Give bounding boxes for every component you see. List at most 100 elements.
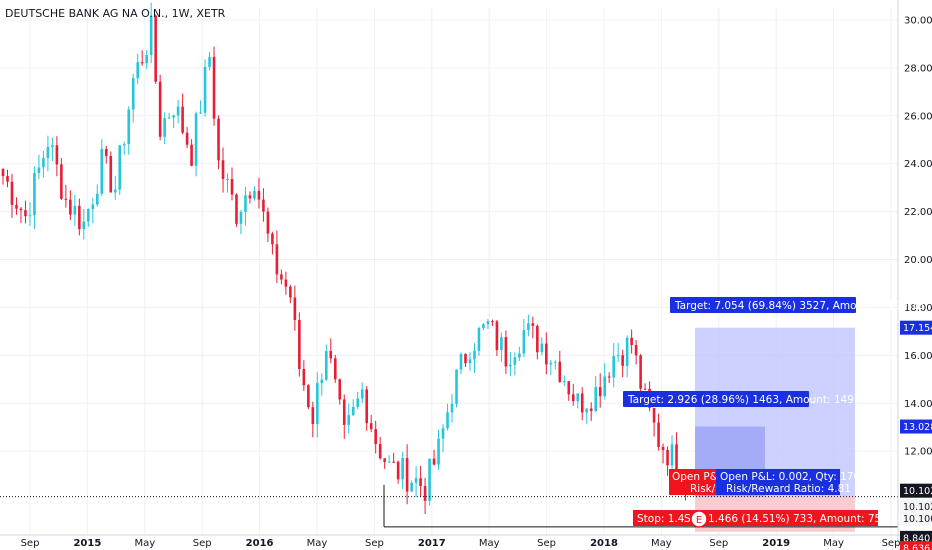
candle-body: [302, 368, 306, 386]
candle-body: [122, 144, 126, 146]
candle-body: [329, 351, 333, 359]
candle-body: [113, 189, 117, 193]
candle-body: [136, 62, 140, 79]
risk-reward-text: Risk/Reward Ratio: 4.81: [726, 483, 851, 495]
x-tick-label: May: [651, 538, 672, 549]
candle-body: [342, 399, 346, 425]
open-pl-box-behind[interactable]: [669, 469, 719, 495]
target-label-small-text: Target: 2.926 (28.96%) 1463, Amount: 149…: [627, 394, 877, 406]
candle-body: [630, 337, 633, 345]
stop-price-badge-text: 8.840: [903, 533, 930, 544]
candle-body: [661, 446, 665, 450]
candle-body: [154, 15, 157, 82]
earnings-marker-icon[interactable]: [690, 510, 708, 528]
candle-body: [199, 112, 202, 114]
candle-body: [37, 167, 41, 174]
candle-body: [378, 443, 382, 459]
candle-body: [10, 181, 14, 205]
bottom-price-badge: [900, 541, 932, 550]
open-pl-behind-text: Open P&L: [672, 471, 724, 483]
candle-body: [145, 54, 148, 64]
candle-body: [284, 279, 288, 287]
chart-title: DEUTSCHE BANK AG NA O.N., 1W, XETR: [5, 7, 226, 20]
candle-body: [450, 403, 454, 413]
candle-body: [118, 145, 122, 190]
candle-body: [248, 195, 252, 199]
candle-body: [82, 221, 86, 230]
candle-body: [491, 321, 494, 323]
y-tick-label: 14.000: [904, 399, 932, 410]
candle-body: [239, 211, 243, 224]
candle-body: [567, 381, 571, 395]
x-tick-label: Sep: [537, 538, 556, 549]
candle-body: [639, 355, 642, 389]
y-tick-label: 18.000: [904, 303, 932, 314]
y-tick-label: 26.000: [904, 111, 932, 122]
candle-body: [1, 168, 5, 177]
risk-behind-text: Risk/R: [690, 483, 723, 495]
candle-body: [347, 415, 351, 425]
candle-body: [545, 343, 548, 365]
candle-body: [441, 428, 445, 439]
candle-body: [158, 81, 162, 137]
candle-body: [612, 356, 615, 378]
y-tick-label: 20.000: [904, 255, 932, 266]
candle-body: [316, 383, 319, 425]
x-tick-label: Sep: [21, 538, 40, 549]
candle-body: [504, 337, 508, 367]
candle-body: [495, 321, 499, 351]
candle-body: [244, 195, 247, 212]
candle-body: [437, 438, 440, 465]
close-price-badge-text: 10.100: [903, 514, 932, 525]
candle-body: [194, 113, 198, 166]
candle-body: [621, 355, 624, 366]
candle-body: [6, 176, 9, 182]
candle-body: [104, 148, 108, 156]
candle-body: [562, 381, 566, 383]
candle-body: [500, 337, 503, 351]
current-price-badge-text: 10.102: [903, 486, 932, 497]
candle-body: [351, 406, 355, 416]
candle-body: [33, 173, 36, 216]
x-tick-label: May: [479, 538, 500, 549]
candle-body: [428, 458, 431, 501]
target-label-large[interactable]: [670, 297, 856, 313]
candle-body: [585, 408, 589, 413]
candle-body: [657, 422, 660, 447]
candle-body: [455, 369, 458, 404]
candle-body: [486, 321, 490, 325]
candle-body: [217, 118, 220, 161]
candle-body: [298, 320, 301, 369]
candle-body: [262, 199, 265, 212]
y-tick-label: 24.000: [904, 159, 932, 170]
candle-body: [221, 160, 225, 179]
y-tick-label: 12.000: [904, 447, 932, 458]
y-tick-label: 30.000: [904, 15, 932, 26]
target-label-small[interactable]: [623, 391, 809, 407]
candle-body: [580, 393, 584, 413]
x-tick-label: May: [307, 538, 328, 549]
candle-body: [459, 354, 463, 370]
x-tick-label: 2016: [246, 538, 274, 549]
candle-body: [176, 106, 180, 116]
candle-body: [594, 387, 598, 412]
candle-body: [482, 324, 485, 329]
candle-body: [271, 233, 274, 245]
candle-body: [28, 215, 32, 217]
y-tick-label: 22.000: [904, 207, 932, 218]
x-tick-label: May: [134, 538, 155, 549]
candle-body: [396, 461, 400, 480]
x-tick-label: May: [823, 538, 844, 549]
candle-body: [410, 482, 413, 492]
open-pl-box[interactable]: [716, 469, 840, 495]
target-2-price-badge: [900, 419, 932, 434]
candle-body: [253, 190, 256, 199]
candle-body: [527, 323, 530, 331]
candle-body: [127, 109, 131, 145]
candle-body: [190, 144, 193, 166]
candle-body: [289, 286, 292, 298]
candle-body: [338, 379, 342, 400]
candle-body: [477, 328, 481, 351]
